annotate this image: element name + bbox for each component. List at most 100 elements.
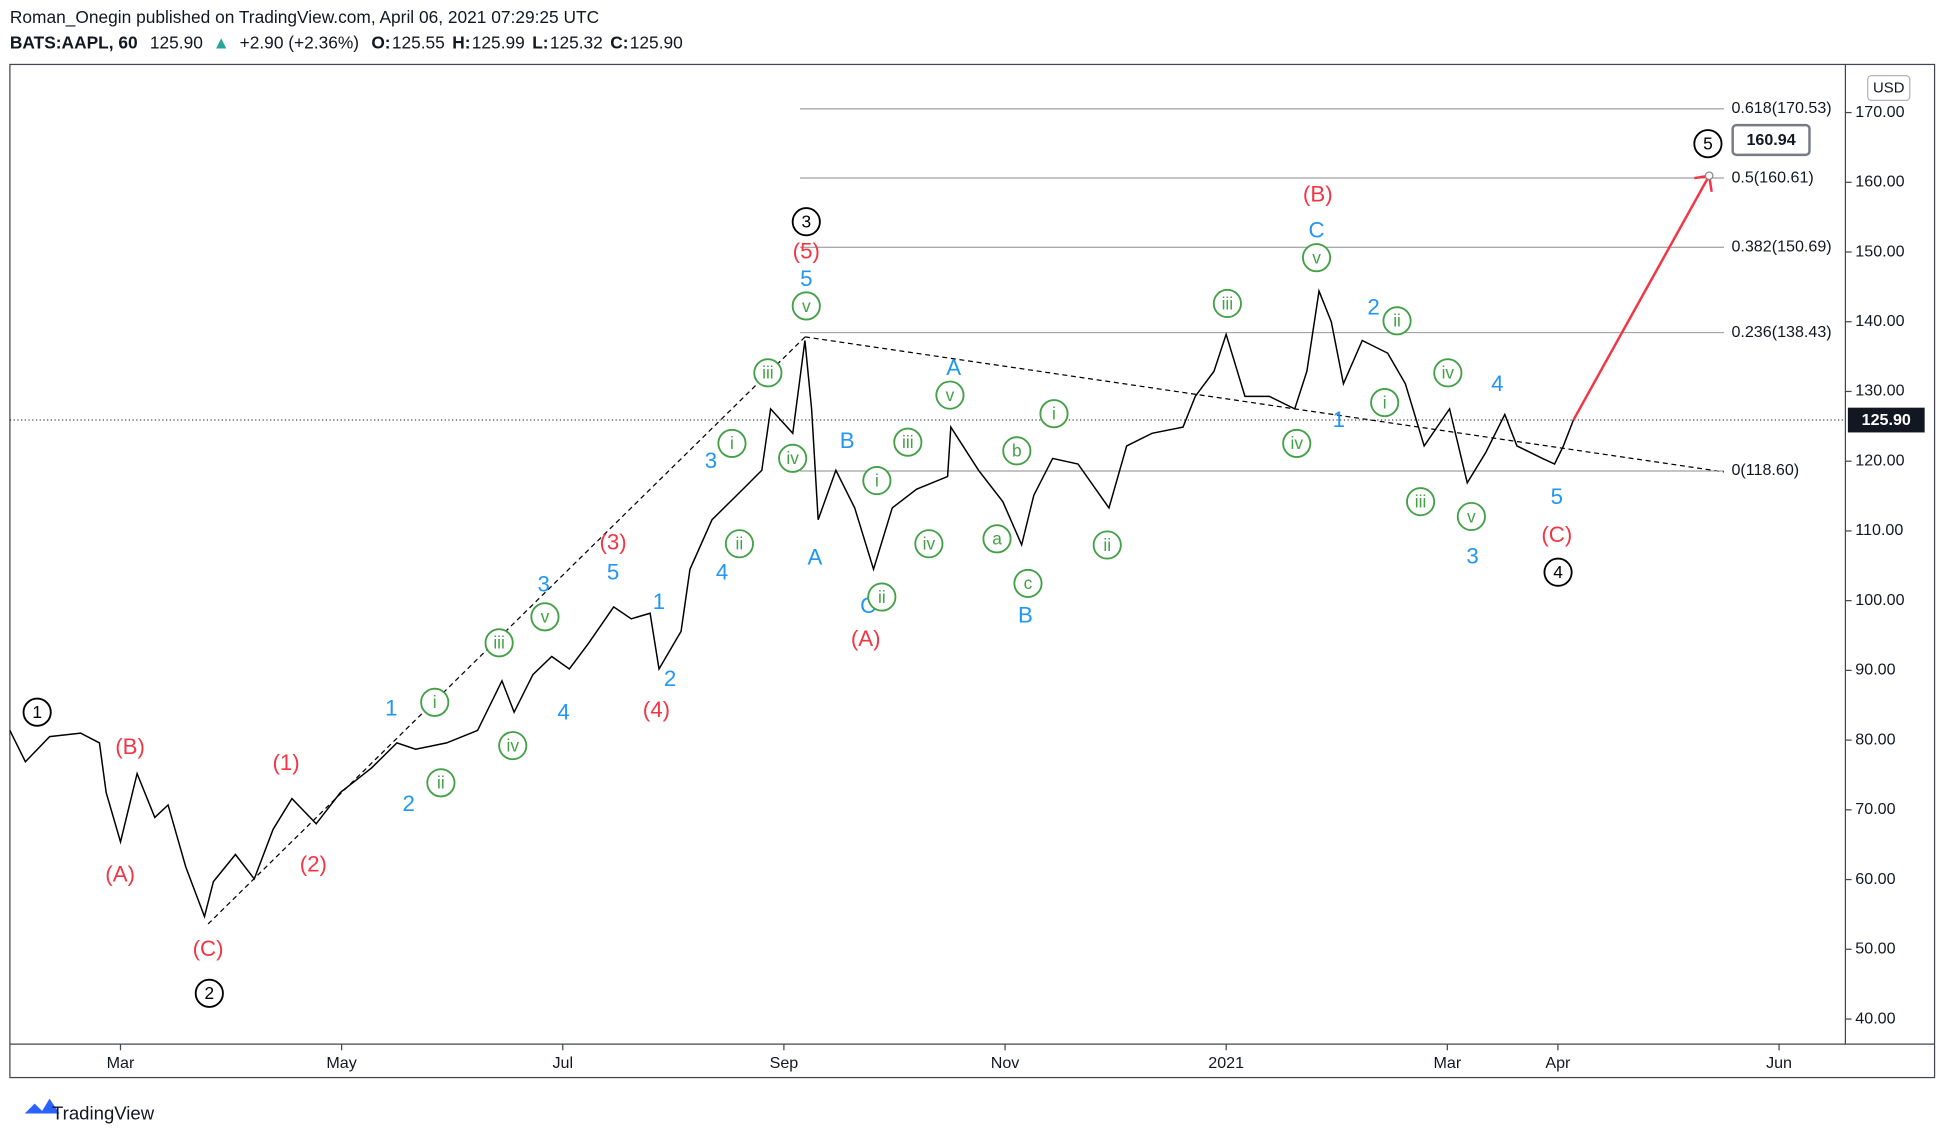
wave-circle xyxy=(194,978,224,1008)
wave-circle xyxy=(893,427,923,457)
ohlc-label: O: xyxy=(371,32,390,52)
wave-label: 1 xyxy=(385,696,397,721)
wave-circle xyxy=(1039,399,1069,429)
wave-circle xyxy=(1092,530,1122,560)
wave-label: 5 xyxy=(1703,134,1713,154)
wave-label: iv xyxy=(506,735,519,755)
trend-line xyxy=(804,336,1725,473)
wave-circle xyxy=(724,529,754,559)
wave-label: v xyxy=(802,296,811,316)
y-tick-label: 140.00 xyxy=(1855,312,1904,330)
wave-circle xyxy=(1370,388,1400,418)
wave-label: iii xyxy=(902,432,914,452)
wave-label: iii xyxy=(1222,293,1234,313)
logo-icon xyxy=(24,1098,60,1114)
wave-label: (A) xyxy=(105,862,135,887)
wave-label: ii xyxy=(736,534,744,554)
wave-label: ii xyxy=(1393,311,1401,331)
y-tick-label: 70.00 xyxy=(1855,800,1895,818)
ohlc-value: 125.99 xyxy=(472,32,525,52)
y-tick-label: 40.00 xyxy=(1855,1009,1895,1027)
currency-box xyxy=(1867,74,1911,101)
wave-label: 4 xyxy=(716,559,728,584)
wave-label: i xyxy=(730,433,734,453)
target-box xyxy=(1731,123,1811,157)
wave-circle xyxy=(1212,288,1242,319)
wave-label: 2 xyxy=(664,666,676,691)
wave-circle xyxy=(530,602,560,632)
wave-circle xyxy=(778,443,808,473)
wave-label: A xyxy=(808,545,823,570)
wave-circle xyxy=(1282,428,1312,458)
wave-label: i xyxy=(433,692,437,712)
wave-label: iv xyxy=(923,534,936,554)
x-tick-label: Mar xyxy=(107,1054,135,1072)
wave-label: iii xyxy=(493,633,505,653)
wave-label: 5 xyxy=(607,559,619,584)
wave-label: 3 xyxy=(801,212,811,232)
wave-label: (B) xyxy=(115,734,145,759)
wave-label: iv xyxy=(1290,433,1303,453)
wave-circle xyxy=(862,466,892,496)
wave-label: v xyxy=(1312,247,1321,267)
last-price-label: 125.90 xyxy=(1862,411,1911,429)
y-tick-label: 100.00 xyxy=(1855,591,1904,609)
wave-label: iii xyxy=(762,363,774,383)
wave-label: iv xyxy=(1442,363,1455,383)
wave-circle xyxy=(717,428,747,458)
wave-circle xyxy=(1406,487,1436,517)
wave-circle xyxy=(753,358,783,388)
currency: USD xyxy=(1873,81,1905,97)
wave-circle xyxy=(1301,243,1332,273)
author-line: Roman_Onegin published on TradingView.co… xyxy=(10,7,599,27)
wave-label: 1 xyxy=(1333,407,1345,432)
wave-label: i xyxy=(1383,392,1387,412)
wave-label: 2 xyxy=(204,983,214,1003)
wave-label: B xyxy=(1018,603,1033,628)
wave-label: i xyxy=(875,470,879,490)
wave-label: 4 xyxy=(557,699,569,724)
wave-circle xyxy=(1543,557,1573,587)
fib-label: 0.382(150.69) xyxy=(1731,237,1831,255)
ohlc-value: 125.55 xyxy=(392,32,445,52)
ohlc-label: C: xyxy=(610,32,628,52)
wave-circle xyxy=(914,529,944,559)
last-price-box xyxy=(1847,407,1925,433)
y-tick-label: 160.00 xyxy=(1855,173,1904,191)
x-tick-label: Nov xyxy=(991,1054,1020,1072)
wave-label: (3) xyxy=(599,530,626,555)
x-tick-label: May xyxy=(326,1054,357,1072)
ohlc-value: 125.90 xyxy=(630,32,683,52)
x-tick-label: Sep xyxy=(770,1054,799,1072)
wave-label: 3 xyxy=(1466,543,1478,568)
wave-label: (2) xyxy=(300,852,327,877)
y-tick-label: 80.00 xyxy=(1855,730,1895,748)
wave-circle xyxy=(420,687,450,717)
target-point xyxy=(1704,171,1714,181)
wave-label: B xyxy=(840,428,855,453)
x-tick-label: Mar xyxy=(1433,1054,1461,1072)
logo-text: TradingView xyxy=(52,1103,155,1124)
projection-arrow xyxy=(1572,175,1711,421)
y-tick-label: 150.00 xyxy=(1855,242,1904,260)
wave-label: (C) xyxy=(1541,522,1572,547)
wave-label: v xyxy=(946,385,955,405)
symbol: BATS:AAPL, 60 xyxy=(10,32,138,52)
price: 125.90 xyxy=(150,32,203,52)
wave-label: v xyxy=(541,607,550,627)
y-tick-label: 90.00 xyxy=(1855,661,1895,679)
x-tick-label: Apr xyxy=(1545,1054,1571,1072)
fib-label: 0.618(170.53) xyxy=(1731,99,1831,117)
fib-label: 0.5(160.61) xyxy=(1731,168,1813,186)
wave-circle xyxy=(484,628,514,658)
fib-label: 0(118.60) xyxy=(1731,461,1799,479)
y-tick-label: 130.00 xyxy=(1855,382,1904,400)
wave-label: iv xyxy=(786,448,799,468)
fib-label: 0.236(138.43) xyxy=(1731,323,1831,341)
symbol-line: BATS:AAPL, 60 125.90 ▲ +2.90 (+2.36%) O:… xyxy=(10,32,683,52)
wave-circle xyxy=(1456,501,1486,532)
wave-circle xyxy=(1382,306,1412,336)
wave-circle xyxy=(498,731,528,761)
wave-label: c xyxy=(1024,573,1033,593)
change: +2.90 (+2.36%) xyxy=(240,32,359,52)
